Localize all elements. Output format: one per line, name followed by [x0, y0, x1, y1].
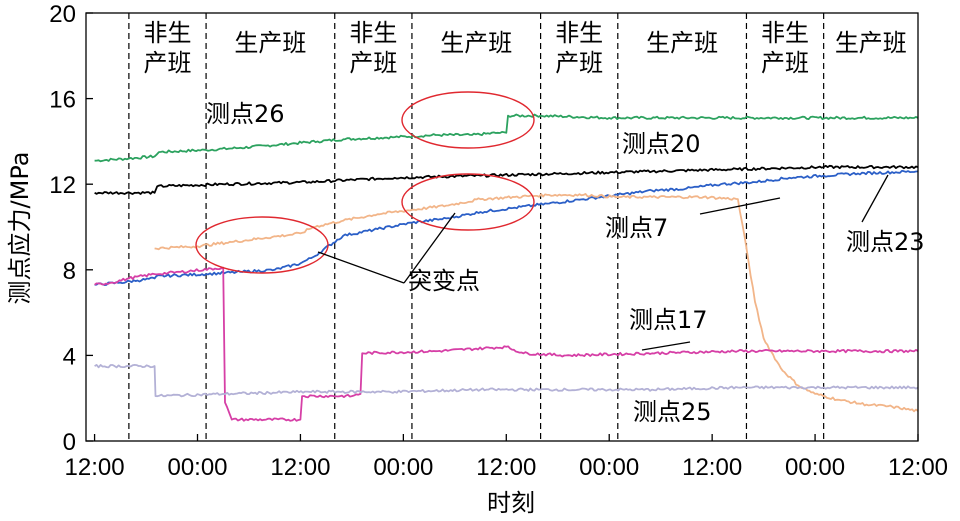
shift-boundaries: [128, 13, 825, 441]
shift-label: 产班: [555, 49, 603, 77]
shift-label: 生产班: [646, 29, 718, 57]
series-label: 测点23: [846, 228, 925, 256]
x-tick-label: 00:00: [579, 454, 639, 481]
series-line: [94, 164, 919, 195]
leader-line: [317, 251, 405, 284]
leader-lines: [317, 174, 889, 351]
x-tick-label: 12:00: [270, 454, 330, 481]
x-tick-label: 12:00: [888, 454, 948, 481]
shift-label: 产班: [143, 49, 191, 77]
shift-label: 生产班: [234, 29, 306, 57]
shift-label: 非生: [555, 19, 603, 47]
series-line: [94, 266, 919, 422]
x-tick-label: 00:00: [167, 454, 227, 481]
series-label: 测点25: [633, 398, 712, 426]
series-line: [94, 113, 919, 163]
tick-labels: 0 4 8 12 16 20 12:00 00:00 12:00 00:00 12:00 00:00 1…: [49, 1, 948, 481]
x-tick-label: 12:00: [65, 454, 125, 481]
x-tick-label: 00:00: [373, 454, 433, 481]
series-line: [94, 364, 919, 398]
shift-label: 非生: [761, 19, 809, 47]
series-label: 测点20: [622, 130, 701, 158]
sudden-change-ellipse: [401, 173, 535, 231]
leader-line: [403, 212, 456, 284]
series-line: [94, 169, 919, 286]
sudden-change-ellipse: [195, 216, 329, 274]
series-label: 测点7: [605, 214, 668, 242]
x-tick-label: 12:00: [682, 454, 742, 481]
y-tick-label: 0: [63, 429, 76, 456]
y-tick-label: 16: [49, 87, 76, 114]
shift-label: 生产班: [440, 29, 512, 57]
y-tick-label: 4: [63, 343, 76, 370]
annotation-sudden-change: 突变点: [408, 267, 480, 295]
x-axis-title: 时刻: [487, 489, 535, 517]
sudden-change-circles: [195, 91, 535, 274]
series-labels: 测点26 测点20 测点7 测点23 测点17 测点25: [206, 100, 925, 426]
shift-label: 产班: [761, 49, 809, 77]
series-layer: [94, 113, 919, 422]
y-axis-title: 测点应力/MPa: [6, 152, 34, 305]
y-tick-label: 12: [49, 172, 76, 199]
shift-label: 产班: [349, 49, 397, 77]
series-line: [154, 193, 919, 413]
shift-label: 非生: [349, 19, 397, 47]
y-tick-label: 8: [63, 258, 76, 285]
leader-line: [699, 197, 781, 215]
sudden-change-ellipse: [401, 91, 535, 149]
shift-label: 非生: [143, 19, 191, 47]
series-label: 测点26: [206, 100, 285, 128]
series-label: 测点17: [629, 306, 708, 334]
leader-line: [861, 174, 889, 223]
axes: [85, 12, 919, 442]
leader-line: [641, 341, 691, 351]
x-tick-label: 00:00: [785, 454, 845, 481]
plot-frame: [85, 12, 919, 442]
x-tick-label: 12:00: [476, 454, 536, 481]
y-tick-label: 20: [49, 1, 76, 28]
shift-label: 生产班: [835, 29, 907, 57]
